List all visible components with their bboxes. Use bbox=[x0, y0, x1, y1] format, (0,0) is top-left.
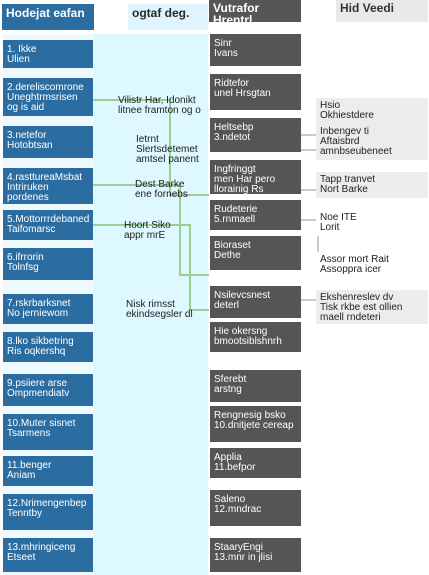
right-step-13: StaaryEngi 13.mnr in jlisi bbox=[210, 538, 301, 572]
step-5: 5.Mottorrrdebaned Taifomarsc bbox=[3, 210, 93, 240]
far-note-1: Hsio Okhiestdere bbox=[316, 98, 428, 126]
right-step-6: Bioraset Dethe bbox=[210, 236, 301, 270]
step-3: 3.netefor Hotobtsan bbox=[3, 126, 93, 158]
step-4: 4.rasttureaMsbat Intriruken pordenes bbox=[3, 168, 93, 204]
step-11: 11.benger Aniam bbox=[3, 456, 93, 486]
middle-header: ogtaf deg. bbox=[128, 4, 208, 30]
step-12: 12.Nrimengenbep Tenntby bbox=[3, 494, 93, 530]
step-7: 7.rskrbarksnet No jerniewom bbox=[3, 294, 93, 324]
far-right-header: Hid Veedi bbox=[336, 0, 428, 22]
step-8: 8.lko sikbetring Ris oqkershq bbox=[3, 332, 93, 362]
step-10: 10.Muter sisnet Tsarmens bbox=[3, 414, 93, 450]
right-step-1: Sinr Ivans bbox=[210, 34, 301, 66]
far-note-3: Tapp tranvet Nort Barke bbox=[316, 172, 428, 198]
far-note-2: Inbengev ti Aftaisbrd amnbseubeneet bbox=[316, 124, 428, 160]
step-9: 9.psiiere arse Ompmendiatv bbox=[3, 374, 93, 406]
right-step-4: Ingfringgt men Har pero llorainig Rs bbox=[210, 160, 301, 195]
right-step-10: Rengnesig bsko 10.dnitjete cereap bbox=[210, 406, 301, 442]
right-step-12: Saleno 12.mndrac bbox=[210, 490, 301, 526]
right-step-5: Rudeterie 5.rnmaell bbox=[210, 200, 301, 230]
far-note-4: Noe ITE Lorit bbox=[316, 210, 428, 236]
right-step-8: Hie okersng bmootsiblshnrh bbox=[210, 322, 301, 352]
far-note-6: Ekshenreslev dv Tisk rkbe est ollien mael… bbox=[316, 290, 428, 324]
step-13: 13.mhringiceng Etseet bbox=[3, 538, 93, 572]
middle-note-1: Vilistr Har, Idonikt litnee framton og o bbox=[118, 95, 201, 116]
right-step-3: Heltsebp 3.ndetot bbox=[210, 118, 301, 152]
step-2: 2.dereliscomrone Uneghtrmsrisen og is aid bbox=[3, 78, 93, 116]
right-step-2: Ridtefor unel Hrsgtan bbox=[210, 74, 301, 110]
right-header: Vutrafor Hrentrl bbox=[209, 0, 301, 26]
middle-note-3: Dest Barke ene fornebs bbox=[135, 179, 188, 200]
left-header: Hodejat eafan bbox=[2, 4, 94, 30]
middle-note-4: Hoort Siko appr mrE bbox=[124, 220, 171, 241]
step-6: 6.ifrrorin Tolnfsg bbox=[3, 248, 93, 280]
right-step-9: Sferebt arstng bbox=[210, 370, 301, 402]
middle-note-2: Ietrnt Slertsdetemet amtsel panent bbox=[136, 134, 199, 165]
right-step-11: Applia 11.befpor bbox=[210, 448, 301, 478]
right-step-7: Nsilevcsnest deterl bbox=[210, 286, 301, 318]
far-note-5: Assor mort Rait Assoppra icer bbox=[316, 252, 428, 278]
step-1: 1. Ikke Ulien bbox=[3, 40, 93, 68]
middle-note-5: Nisk rimsst ekindsegsler dl bbox=[126, 299, 193, 320]
